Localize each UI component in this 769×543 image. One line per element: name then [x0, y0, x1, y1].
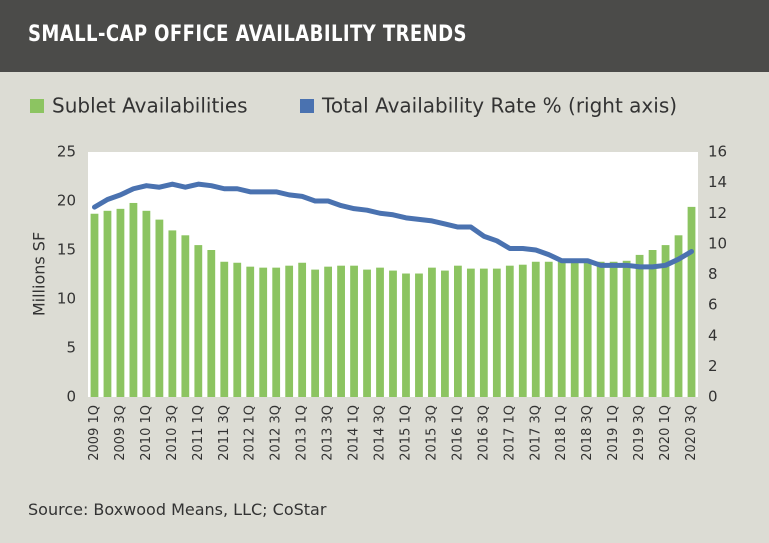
x-tick-label: 2012 1Q — [243, 405, 258, 461]
legend-label: Sublet Availabilities — [52, 94, 248, 118]
x-tick-label: 2013 3Q — [321, 405, 336, 461]
bar — [609, 261, 618, 397]
bar — [479, 268, 488, 397]
y-tick-label: 10 — [57, 290, 76, 308]
bar — [259, 267, 268, 397]
bar — [661, 245, 670, 397]
x-tick-label: 2009 3Q — [113, 405, 128, 461]
x-tick-label: 2011 3Q — [217, 405, 232, 461]
x-tick-label: 2017 3Q — [528, 405, 543, 461]
x-tick-label: 2012 3Q — [269, 405, 284, 461]
bar — [466, 268, 475, 397]
x-tick-label: 2013 1Q — [295, 405, 310, 461]
y2-tick-label: 12 — [708, 204, 727, 222]
bar — [272, 267, 281, 397]
bar — [531, 261, 540, 397]
x-tick-label: 2017 1Q — [502, 405, 517, 461]
x-tick-label: 2019 1Q — [606, 405, 621, 461]
x-tick-label: 2014 3Q — [373, 405, 388, 461]
bar — [622, 260, 631, 397]
bar — [207, 250, 216, 397]
bar — [376, 267, 384, 397]
title-bar: SMALL-CAP OFFICE AVAILABILITY TRENDS — [0, 0, 769, 72]
x-tick-label: 2015 1Q — [398, 405, 413, 461]
bar — [454, 265, 462, 397]
bar — [363, 269, 371, 397]
bar — [557, 261, 566, 397]
x-tick-label: 2009 1Q — [87, 405, 102, 461]
y-tick-label: 5 — [66, 339, 76, 357]
bar — [194, 245, 203, 397]
y-tick-label: 15 — [57, 241, 76, 259]
y-tick-label: 25 — [57, 143, 76, 161]
x-tick-label: 2010 1Q — [139, 405, 154, 461]
y2-tick-label: 2 — [708, 357, 718, 375]
y-tick-label: 20 — [57, 192, 76, 210]
x-tick-label: 2018 1Q — [554, 405, 569, 461]
legend-label: Total Availability Rate % (right axis) — [321, 94, 677, 118]
bar — [518, 264, 527, 397]
y2-tick-label: 14 — [708, 173, 727, 191]
bar — [220, 261, 229, 397]
y2-tick-label: 0 — [708, 388, 718, 406]
x-tick-label: 2020 3Q — [684, 405, 699, 461]
bar — [311, 269, 320, 397]
bar — [635, 254, 644, 397]
bar — [298, 262, 307, 397]
y2-tick-label: 10 — [708, 234, 727, 252]
line — [91, 181, 695, 270]
y-tick-label: 0 — [66, 388, 76, 406]
x-tick-label: 2015 3Q — [424, 405, 439, 461]
bar — [389, 270, 397, 397]
bar — [155, 219, 164, 397]
source: Source: Boxwood Means, LLC; CoStar — [28, 500, 327, 519]
x-tick-label: 2016 1Q — [450, 405, 465, 461]
bar — [492, 268, 501, 397]
legend-swatch — [300, 99, 314, 113]
bar — [687, 206, 696, 397]
y2-tick-label: 16 — [708, 143, 727, 161]
bar — [324, 266, 332, 397]
bar — [168, 230, 177, 397]
bar — [415, 273, 423, 397]
x-tick-label: 2011 1Q — [191, 405, 206, 461]
bar — [246, 266, 255, 397]
bar — [285, 265, 294, 397]
bar — [181, 235, 190, 397]
bar — [337, 265, 345, 397]
bar — [233, 262, 242, 397]
bar — [674, 235, 683, 397]
bar — [441, 270, 449, 397]
bar — [103, 210, 112, 397]
bar — [570, 261, 579, 397]
bar — [428, 267, 436, 397]
bar — [90, 213, 99, 397]
x-tick-label: 2018 3Q — [580, 405, 595, 461]
y2-tick-label: 6 — [708, 296, 718, 314]
bar — [596, 261, 605, 397]
bar — [350, 265, 358, 397]
bar — [402, 273, 410, 397]
bar — [116, 208, 125, 397]
x-tick-label: 2014 1Q — [347, 405, 362, 461]
bar — [129, 202, 138, 397]
x-tick-label: 2016 3Q — [476, 405, 491, 461]
x-tick-label: 2010 3Q — [165, 405, 180, 461]
legend-swatch — [30, 99, 44, 113]
y2-tick-label: 4 — [708, 326, 718, 344]
chart-title: SMALL-CAP OFFICE AVAILABILITY TRENDS — [28, 22, 467, 47]
bar — [583, 260, 592, 397]
x-tick-label: 2019 3Q — [632, 405, 647, 461]
x-tick-label: 2020 1Q — [658, 405, 673, 461]
bar — [142, 210, 151, 397]
bar — [505, 265, 514, 397]
y-axis-label: Millions SF — [30, 232, 49, 316]
bar — [648, 250, 657, 397]
y2-tick-label: 8 — [708, 265, 718, 283]
bar — [544, 261, 553, 397]
